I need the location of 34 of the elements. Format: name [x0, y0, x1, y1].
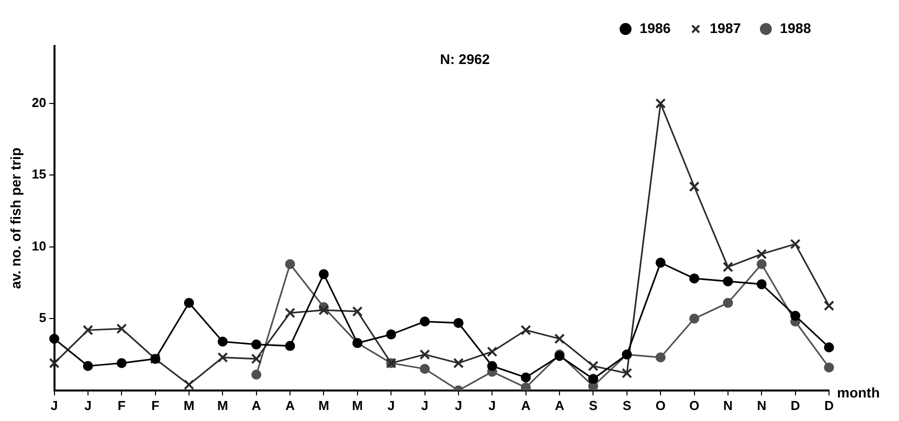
y-tick-label: 5 [39, 310, 46, 326]
x-tick-label: M [318, 398, 330, 413]
x-tick-label: S [588, 398, 598, 413]
x-tick-label: N [756, 398, 766, 413]
x-tick-label: M [217, 398, 228, 413]
x-tick-label: S [622, 398, 632, 413]
x-tick-label: J [488, 398, 496, 413]
legend-label: 1987 [710, 20, 742, 36]
x-tick-label: N [723, 398, 733, 413]
legend-label: 1988 [780, 20, 812, 36]
x-axis-title: month [837, 384, 880, 400]
x-tick-label: A [285, 398, 296, 413]
annotation: N: 2962 [440, 50, 490, 67]
y-tick-label: 20 [32, 94, 46, 110]
legend-label: 1986 [640, 20, 671, 36]
x-tick-label: J [84, 398, 92, 413]
x-tick-label: J [454, 398, 462, 413]
x-tick-label: A [521, 398, 532, 413]
x-tick-label: D [790, 398, 800, 413]
x-tick-label: O [689, 398, 700, 413]
y-tick-label: 10 [32, 238, 46, 254]
x-tick-label: J [387, 398, 395, 413]
y-axis-title: av. no. of fish per trip [7, 148, 24, 289]
x-tick-label: A [554, 398, 565, 413]
x-tick-label: J [50, 398, 58, 413]
x-tick-label: A [252, 398, 262, 413]
x-tick-label: D [824, 398, 834, 413]
x-tick-label: F [151, 398, 160, 413]
x-tick-label: M [184, 398, 194, 413]
x-tick-label: J [421, 398, 428, 413]
x-tick-label: O [656, 398, 666, 413]
x-tick-label: F [118, 398, 126, 413]
x-tick-label: M [352, 398, 363, 413]
y-tick-label: 15 [32, 166, 46, 182]
